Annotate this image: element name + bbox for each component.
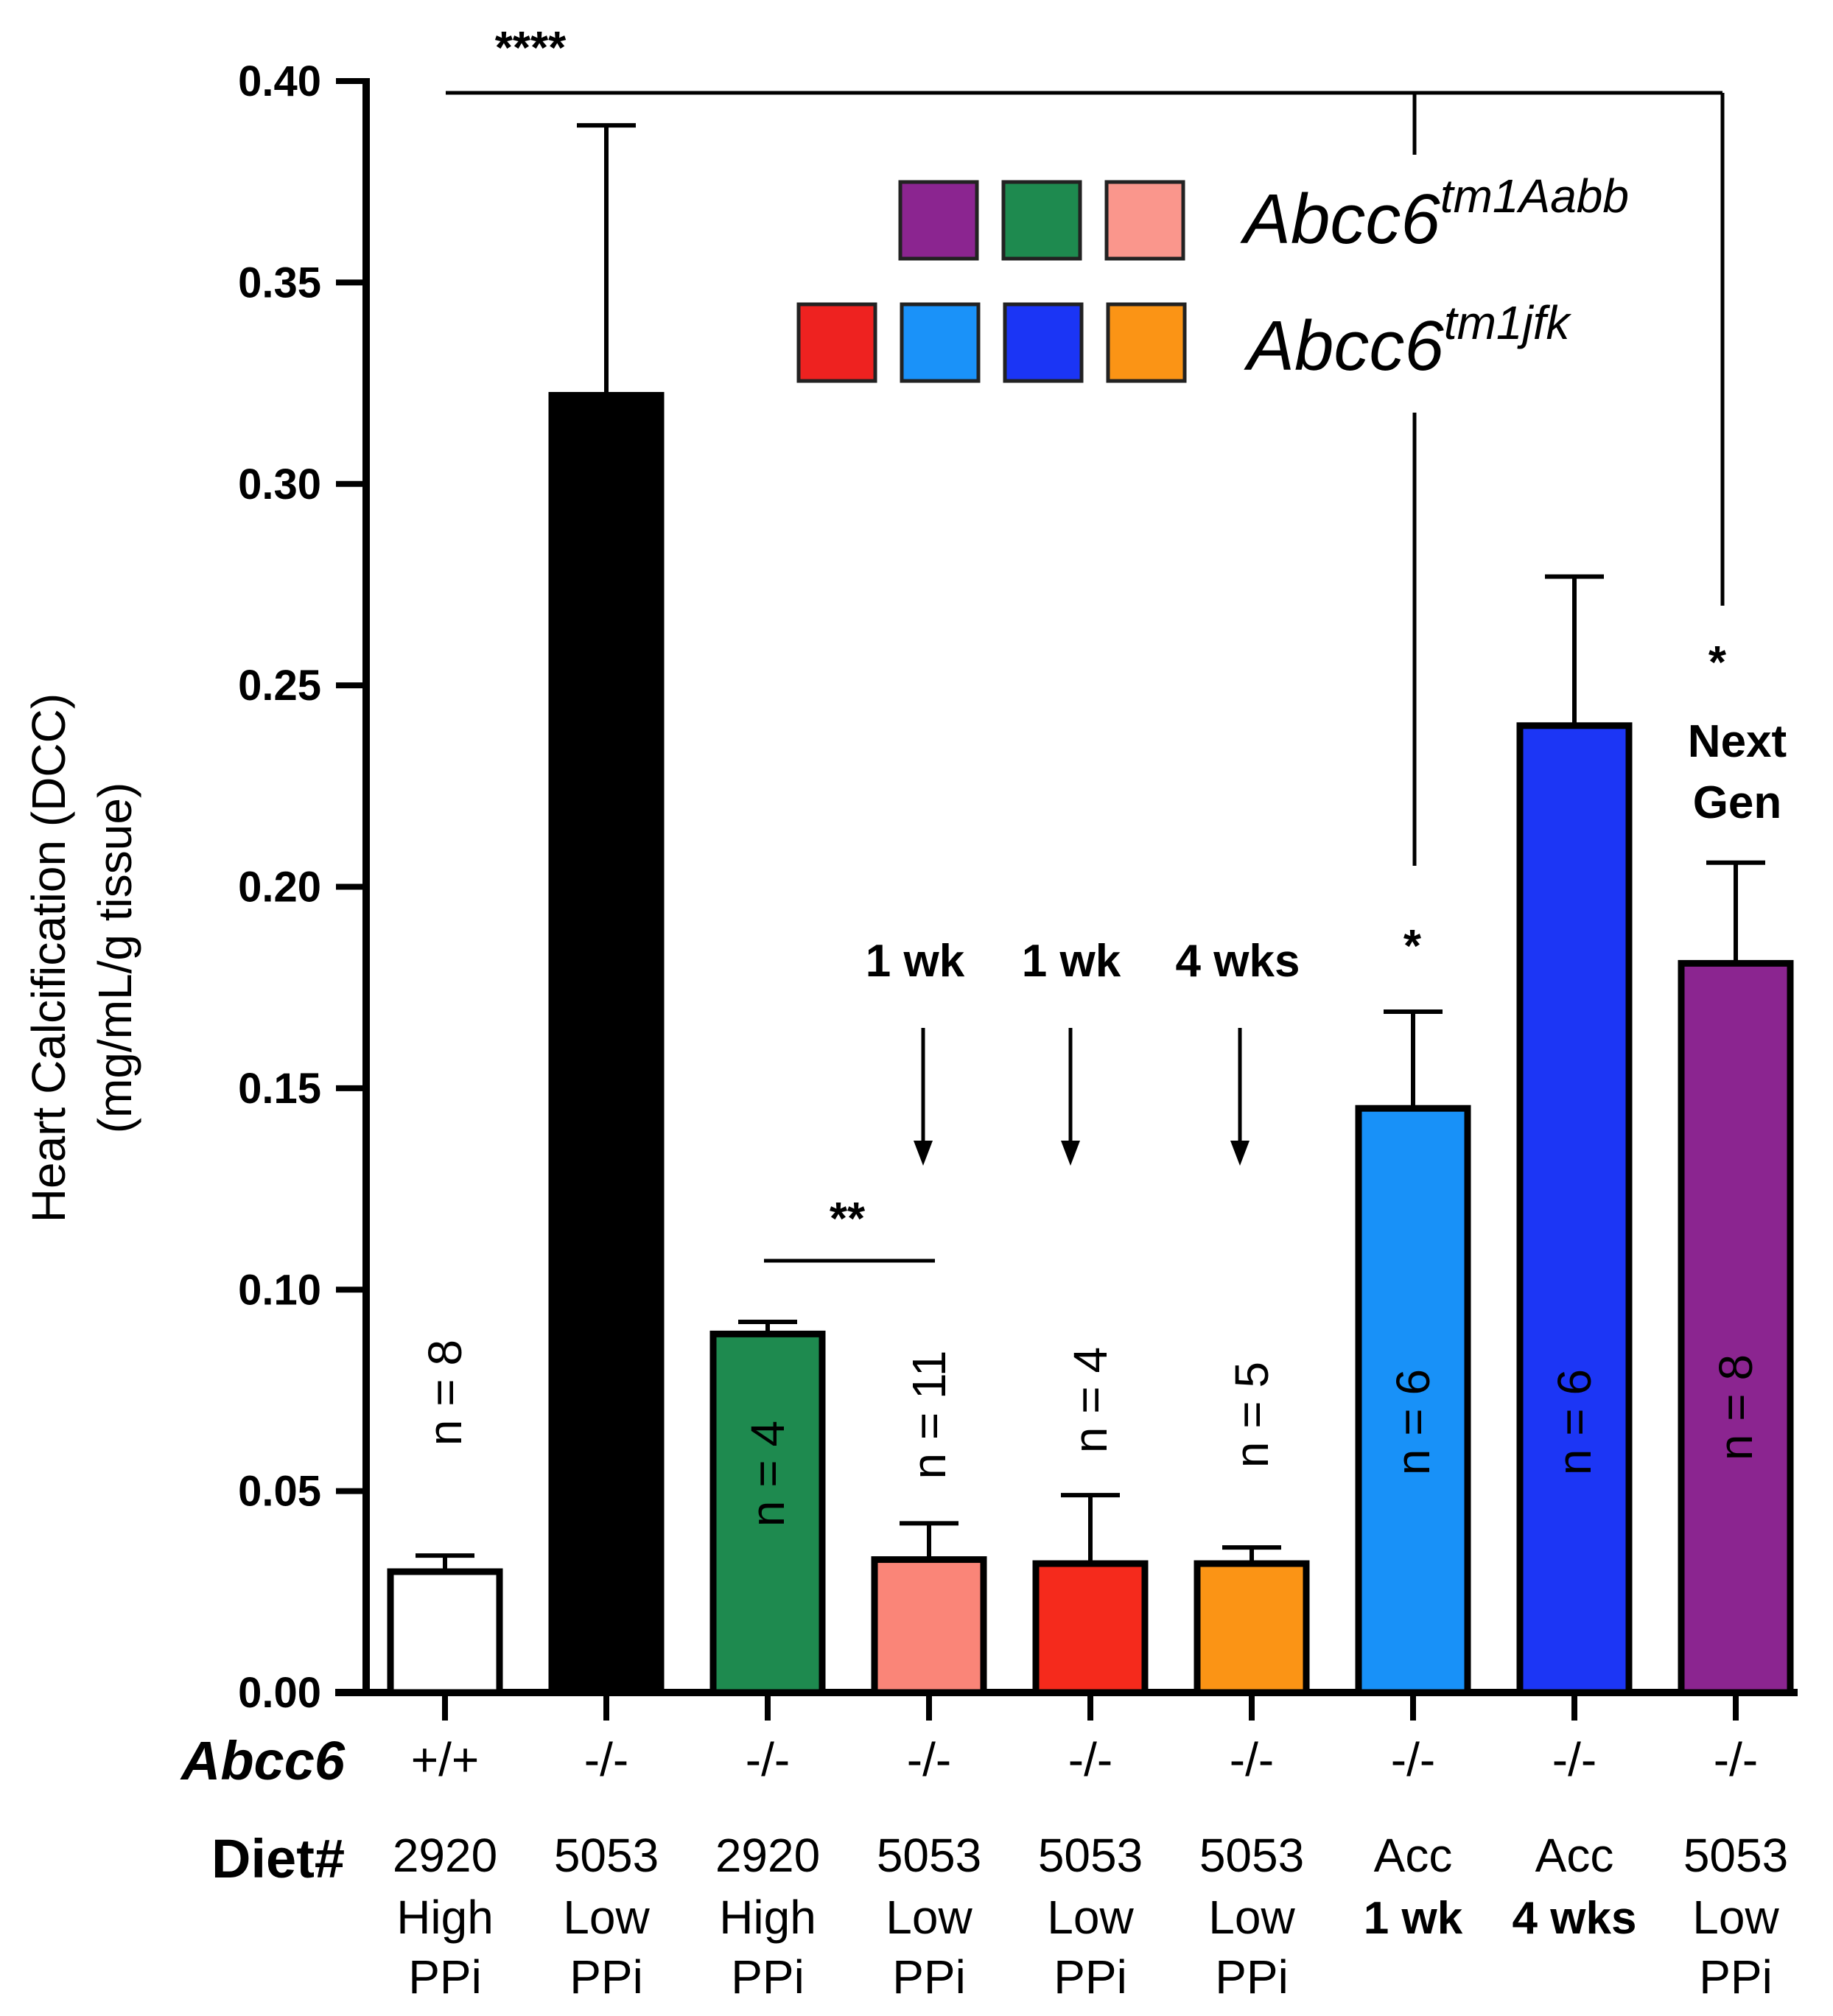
n-label: n = 5 — [1225, 1362, 1278, 1468]
diet-ppi-label: PPi — [1699, 1950, 1773, 2003]
n-label: n = 4 — [741, 1421, 794, 1527]
diet-ppi-label: PPi — [731, 1950, 805, 2003]
y-tick-label: 0.15 — [238, 1065, 321, 1113]
y-tick-label: 0.25 — [238, 662, 321, 710]
diet-ppi-label: PPi — [408, 1950, 482, 2003]
bar — [1032, 1560, 1149, 1696]
diet-number-label: 5053 — [1199, 1829, 1304, 1882]
y-axis-title-line2: (mg/mL/g tissue) — [88, 783, 141, 1134]
n-label: n = 6 — [1548, 1369, 1601, 1475]
y-tick-label: 0.30 — [238, 461, 321, 508]
legend-swatch — [1003, 302, 1084, 383]
top-significance: **** — [495, 23, 567, 74]
bar — [709, 1330, 826, 1696]
diet-level-label: Low — [1047, 1891, 1134, 1944]
diet-row-label: Diet# — [211, 1828, 345, 1889]
n-label: n = 4 — [580, 1413, 633, 1519]
diet-level-label: Low — [563, 1891, 650, 1944]
legend-swatch — [900, 302, 981, 383]
y-tick-label: 0.10 — [238, 1266, 321, 1314]
legend-swatch — [1001, 180, 1082, 261]
legend-row-tm1aabb — [898, 180, 1185, 261]
legend-label-tm1jfk: Abcc6tm1jfk — [1244, 296, 1572, 385]
legend-label-tm1jfk-base: Abcc6 — [1244, 307, 1444, 385]
genotype-label: -/- — [1714, 1733, 1758, 1786]
y-ticks: 0.00 0.05 0.10 0.15 0.20 0.25 0.30 0.35 0.40 — [238, 57, 366, 1717]
arrow-2 — [1061, 1028, 1080, 1166]
timepoint-label-2: 1 wk — [1022, 936, 1121, 987]
legend-swatch — [1106, 302, 1187, 383]
genotype-label: +/+ — [411, 1733, 480, 1786]
legend-swatch — [1104, 180, 1185, 261]
diet-ppi-label: PPi — [569, 1950, 643, 2003]
timepoint-label-3: 4 wks — [1176, 936, 1300, 987]
legend: Abcc6tm1Aabb Abcc6tm1jfk — [796, 169, 1629, 385]
diet-ppi-label: PPi — [1215, 1950, 1289, 2003]
diet-level-label: High — [396, 1891, 494, 1944]
y-tick-label: 0.40 — [238, 57, 321, 105]
bar — [871, 1556, 987, 1696]
diet-level-label: Low — [886, 1891, 972, 1944]
significance-brackets: **** ** * * Next Gen — [446, 23, 1787, 1263]
n-label: n = 11 — [903, 1351, 956, 1480]
x-labels: +/+ 2920 High PPi -/- 5053 Low PPi -/- 2920 High PP… — [393, 1693, 1788, 2003]
legend-swatch — [898, 180, 979, 261]
nextgen-significance: * — [1708, 637, 1727, 688]
legend-label-tm1aabb: Abcc6tm1Aabb — [1240, 169, 1629, 259]
bar — [1194, 1560, 1310, 1696]
y-tick-label: 0.35 — [238, 259, 321, 307]
bar — [1678, 959, 1794, 1696]
legend-label-tm1aabb-base: Abcc6 — [1240, 180, 1440, 259]
genotype-row-label: Abcc6 — [180, 1730, 346, 1791]
y-tick-label: 0.05 — [238, 1468, 321, 1516]
bar — [387, 1568, 503, 1696]
diet-number-label: Acc — [1374, 1829, 1453, 1882]
nextgen-label-line2: Gen — [1693, 777, 1782, 828]
y-axis-title-line1: Heart Calcification (DCC) — [22, 693, 75, 1222]
diet-level-label: 4 wks — [1513, 1893, 1637, 1944]
n-label: n = 8 — [1709, 1354, 1762, 1460]
diet-level-label: 1 wk — [1364, 1893, 1463, 1944]
nextgen-label-line1: Next — [1688, 716, 1787, 767]
genotype-label: -/- — [746, 1733, 790, 1786]
n-label: n = 4 — [1064, 1347, 1117, 1453]
y-tick-label: 0.00 — [238, 1669, 321, 1717]
bar — [548, 391, 665, 1696]
pair-significance: ** — [830, 1194, 866, 1245]
bars-group: n = 8 n = 4 n = 4 n = 11 n = 4 n = 5 n = 6 n = … — [387, 123, 1794, 1696]
diet-number-label: Acc — [1535, 1829, 1614, 1882]
genotype-label: -/- — [584, 1733, 628, 1786]
arrow-3 — [1230, 1028, 1250, 1166]
diet-number-label: 5053 — [1683, 1829, 1788, 1882]
legend-label-tm1aabb-sup: tm1Aabb — [1440, 169, 1629, 223]
genotype-label: -/- — [1552, 1733, 1597, 1786]
arrow-1 — [914, 1028, 933, 1166]
legend-swatch — [796, 302, 877, 383]
legend-label-tm1jfk-sup: tm1jfk — [1444, 296, 1572, 349]
diet-ppi-label: PPi — [892, 1950, 966, 2003]
legend-row-tm1jfk — [796, 302, 1187, 383]
diet-number-label: 2920 — [715, 1829, 820, 1882]
bar — [1516, 722, 1633, 1696]
genotype-label: -/- — [1391, 1733, 1435, 1786]
diet-level-label: High — [719, 1891, 816, 1944]
n-label: n = 8 — [418, 1340, 472, 1446]
diet-level-label: Low — [1692, 1891, 1779, 1944]
diet-number-label: 5053 — [877, 1829, 981, 1882]
diet-number-label: 2920 — [393, 1829, 497, 1882]
diet-level-label: Low — [1208, 1891, 1295, 1944]
acc1-significance: * — [1403, 921, 1422, 972]
diet-number-label: 5053 — [1038, 1829, 1143, 1882]
n-label: n = 6 — [1387, 1369, 1440, 1475]
genotype-label: -/- — [907, 1733, 951, 1786]
y-tick-label: 0.20 — [238, 864, 321, 911]
diet-number-label: 5053 — [554, 1829, 659, 1882]
timepoint-annotations: 1 wk 1 wk 4 wks — [866, 936, 1300, 1166]
genotype-label: -/- — [1230, 1733, 1274, 1786]
diet-ppi-label: PPi — [1054, 1950, 1127, 2003]
timepoint-label-1: 1 wk — [866, 936, 965, 987]
genotype-label: -/- — [1068, 1733, 1112, 1786]
